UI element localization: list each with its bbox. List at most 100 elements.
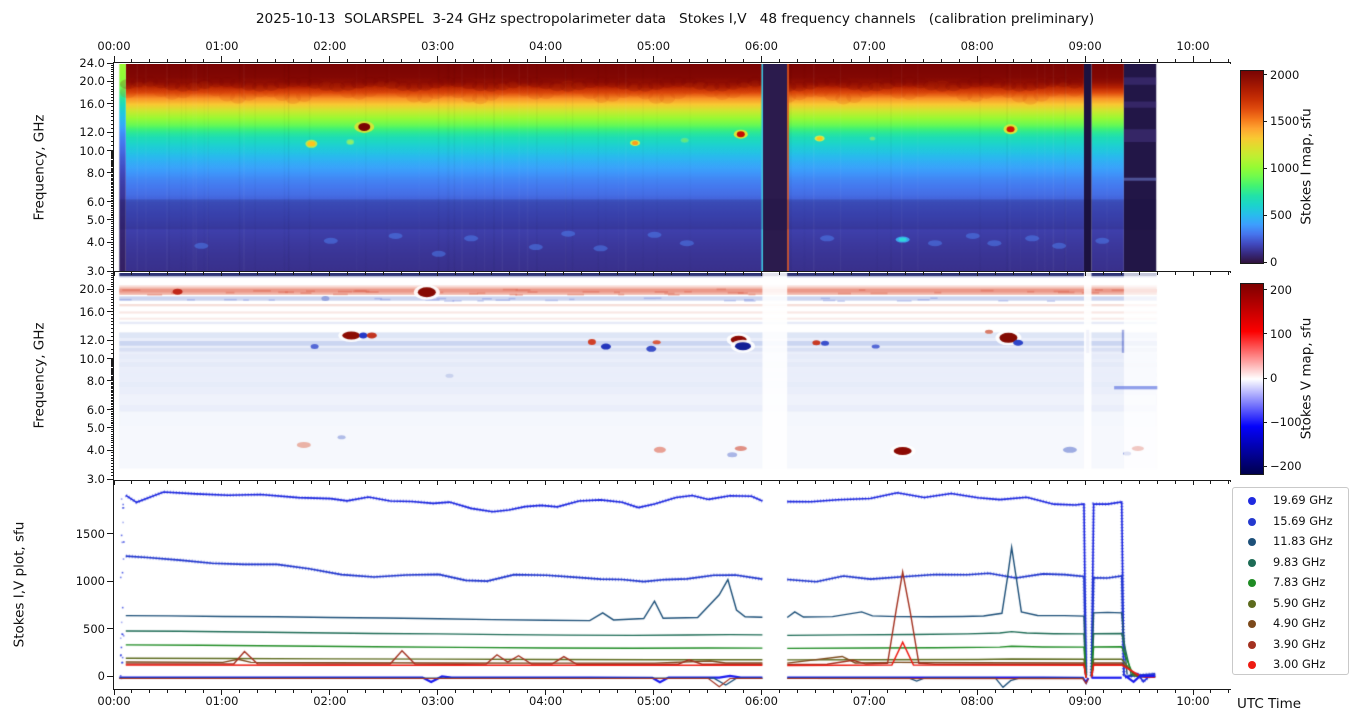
time-tick-top [185, 59, 187, 63]
freq-minor-tick [110, 197, 114, 199]
colorbar-tick-label: 200 [1270, 282, 1292, 297]
time-tick-mid [149, 481, 151, 484]
time-tick-bottom [491, 689, 493, 693]
time-tick-bottom [419, 689, 421, 693]
freq-minor-tick [110, 381, 114, 383]
time-tick-mid [275, 272, 277, 275]
time-tick-top [545, 56, 547, 63]
time-tick-bottom [221, 689, 223, 695]
legend-label: 3.00 GHz [1273, 657, 1326, 671]
time-tick-top [221, 56, 223, 63]
freq-minor-tick [110, 182, 114, 184]
freq-minor-tick [110, 168, 114, 170]
freq-minor-tick [110, 136, 114, 138]
time-tick-bottom [1012, 689, 1014, 693]
freq-minor-tick [110, 429, 114, 431]
time-tick-top [473, 59, 475, 63]
time-tick-bottom [653, 689, 654, 695]
time-tick-mid [814, 272, 816, 275]
freq-minor-tick [110, 468, 114, 470]
time-tick-bottom [760, 689, 762, 695]
freq-minor-tick [110, 396, 114, 398]
freq-minor-tick [110, 465, 114, 467]
time-tick-mid [958, 272, 960, 275]
time-tick-mid [796, 481, 798, 484]
freq-major-tick [107, 288, 114, 290]
time-tick-mid [293, 272, 295, 275]
time-tick-bottom [688, 689, 690, 693]
stokes-iv-plot-panel [113, 480, 1231, 690]
freq-minor-tick [110, 239, 114, 241]
freq-minor-tick [110, 353, 114, 355]
time-tick-top [1138, 59, 1140, 63]
stokes-i-map-canvas [115, 64, 1231, 272]
legend-label: 3.90 GHz [1273, 636, 1326, 651]
time-tick-mid [401, 481, 403, 484]
time-tick-mid [311, 272, 313, 275]
freq-minor-tick [110, 412, 114, 414]
freq-minor-tick [110, 274, 114, 276]
freq-minor-tick [110, 120, 114, 122]
legend-label: 11.83 GHz [1273, 534, 1333, 548]
time-tick-mid [670, 481, 672, 484]
time-tick-mid [832, 481, 834, 484]
freq-tick-label: 3.0 [86, 472, 105, 486]
freq-minor-tick [110, 460, 114, 462]
colorbar-tick-label: −100 [1270, 415, 1302, 430]
time-tick-mid [922, 272, 924, 275]
value-tick-label: 1500 [75, 526, 105, 541]
freq-minor-tick [110, 173, 114, 175]
freq-minor-tick [110, 160, 114, 162]
time-tick-mid [1138, 481, 1140, 484]
time-tick-bottom [1174, 689, 1176, 693]
time-tick-mid [491, 272, 493, 275]
freq-minor-tick [110, 375, 114, 377]
freq-tick-label: 6.0 [86, 194, 105, 209]
freq-tick-label: 20.0 [79, 74, 105, 89]
freq-minor-tick [110, 388, 114, 390]
time-tick-bottom [509, 689, 511, 693]
time-tick-bottom [473, 689, 475, 693]
time-tick-mid [311, 481, 313, 484]
freq-minor-tick [110, 276, 114, 278]
freq-minor-tick [110, 123, 114, 125]
time-tick-mid [473, 481, 475, 484]
time-tick-bottom [311, 689, 313, 693]
legend-marker [1248, 558, 1256, 567]
time-tick-top [203, 59, 205, 63]
time-tick-mid [113, 481, 115, 485]
freq-minor-tick [110, 169, 114, 171]
time-tick-mid [688, 272, 690, 275]
time-tick-mid [113, 272, 115, 276]
colorbar-tick [1263, 74, 1267, 75]
time-tick-mid [149, 272, 151, 275]
time-tick-mid [509, 272, 511, 275]
freq-minor-tick [110, 221, 114, 223]
time-tick-top [257, 59, 259, 63]
colorbar-tick-label: 1000 [1270, 161, 1300, 176]
time-tick-label-bottom: 08:00 [960, 694, 994, 708]
time-tick-bottom [617, 689, 619, 693]
time-tick-top [527, 59, 529, 63]
freq-minor-tick [110, 348, 114, 350]
colorbar-tick [1263, 333, 1267, 335]
time-tick-bottom [850, 689, 852, 693]
freq-minor-tick [110, 440, 114, 442]
colorbar-tick-label: 100 [1270, 326, 1292, 341]
freq-minor-tick [110, 78, 114, 80]
time-tick-mid [653, 481, 654, 485]
freq-minor-tick [110, 364, 114, 366]
time-tick-top [347, 59, 349, 63]
time-tick-mid [958, 481, 960, 484]
time-tick-top [724, 59, 726, 63]
time-tick-mid [904, 481, 906, 484]
freq-major-tick [107, 358, 114, 360]
time-tick-top [653, 56, 654, 63]
time-tick-top [760, 56, 762, 63]
freq-minor-tick [110, 88, 114, 90]
time-tick-bottom [437, 689, 439, 695]
time-tick-top [1084, 56, 1086, 63]
freq-minor-tick [110, 162, 114, 164]
freq-minor-tick [110, 374, 114, 376]
time-tick-mid [868, 272, 870, 276]
